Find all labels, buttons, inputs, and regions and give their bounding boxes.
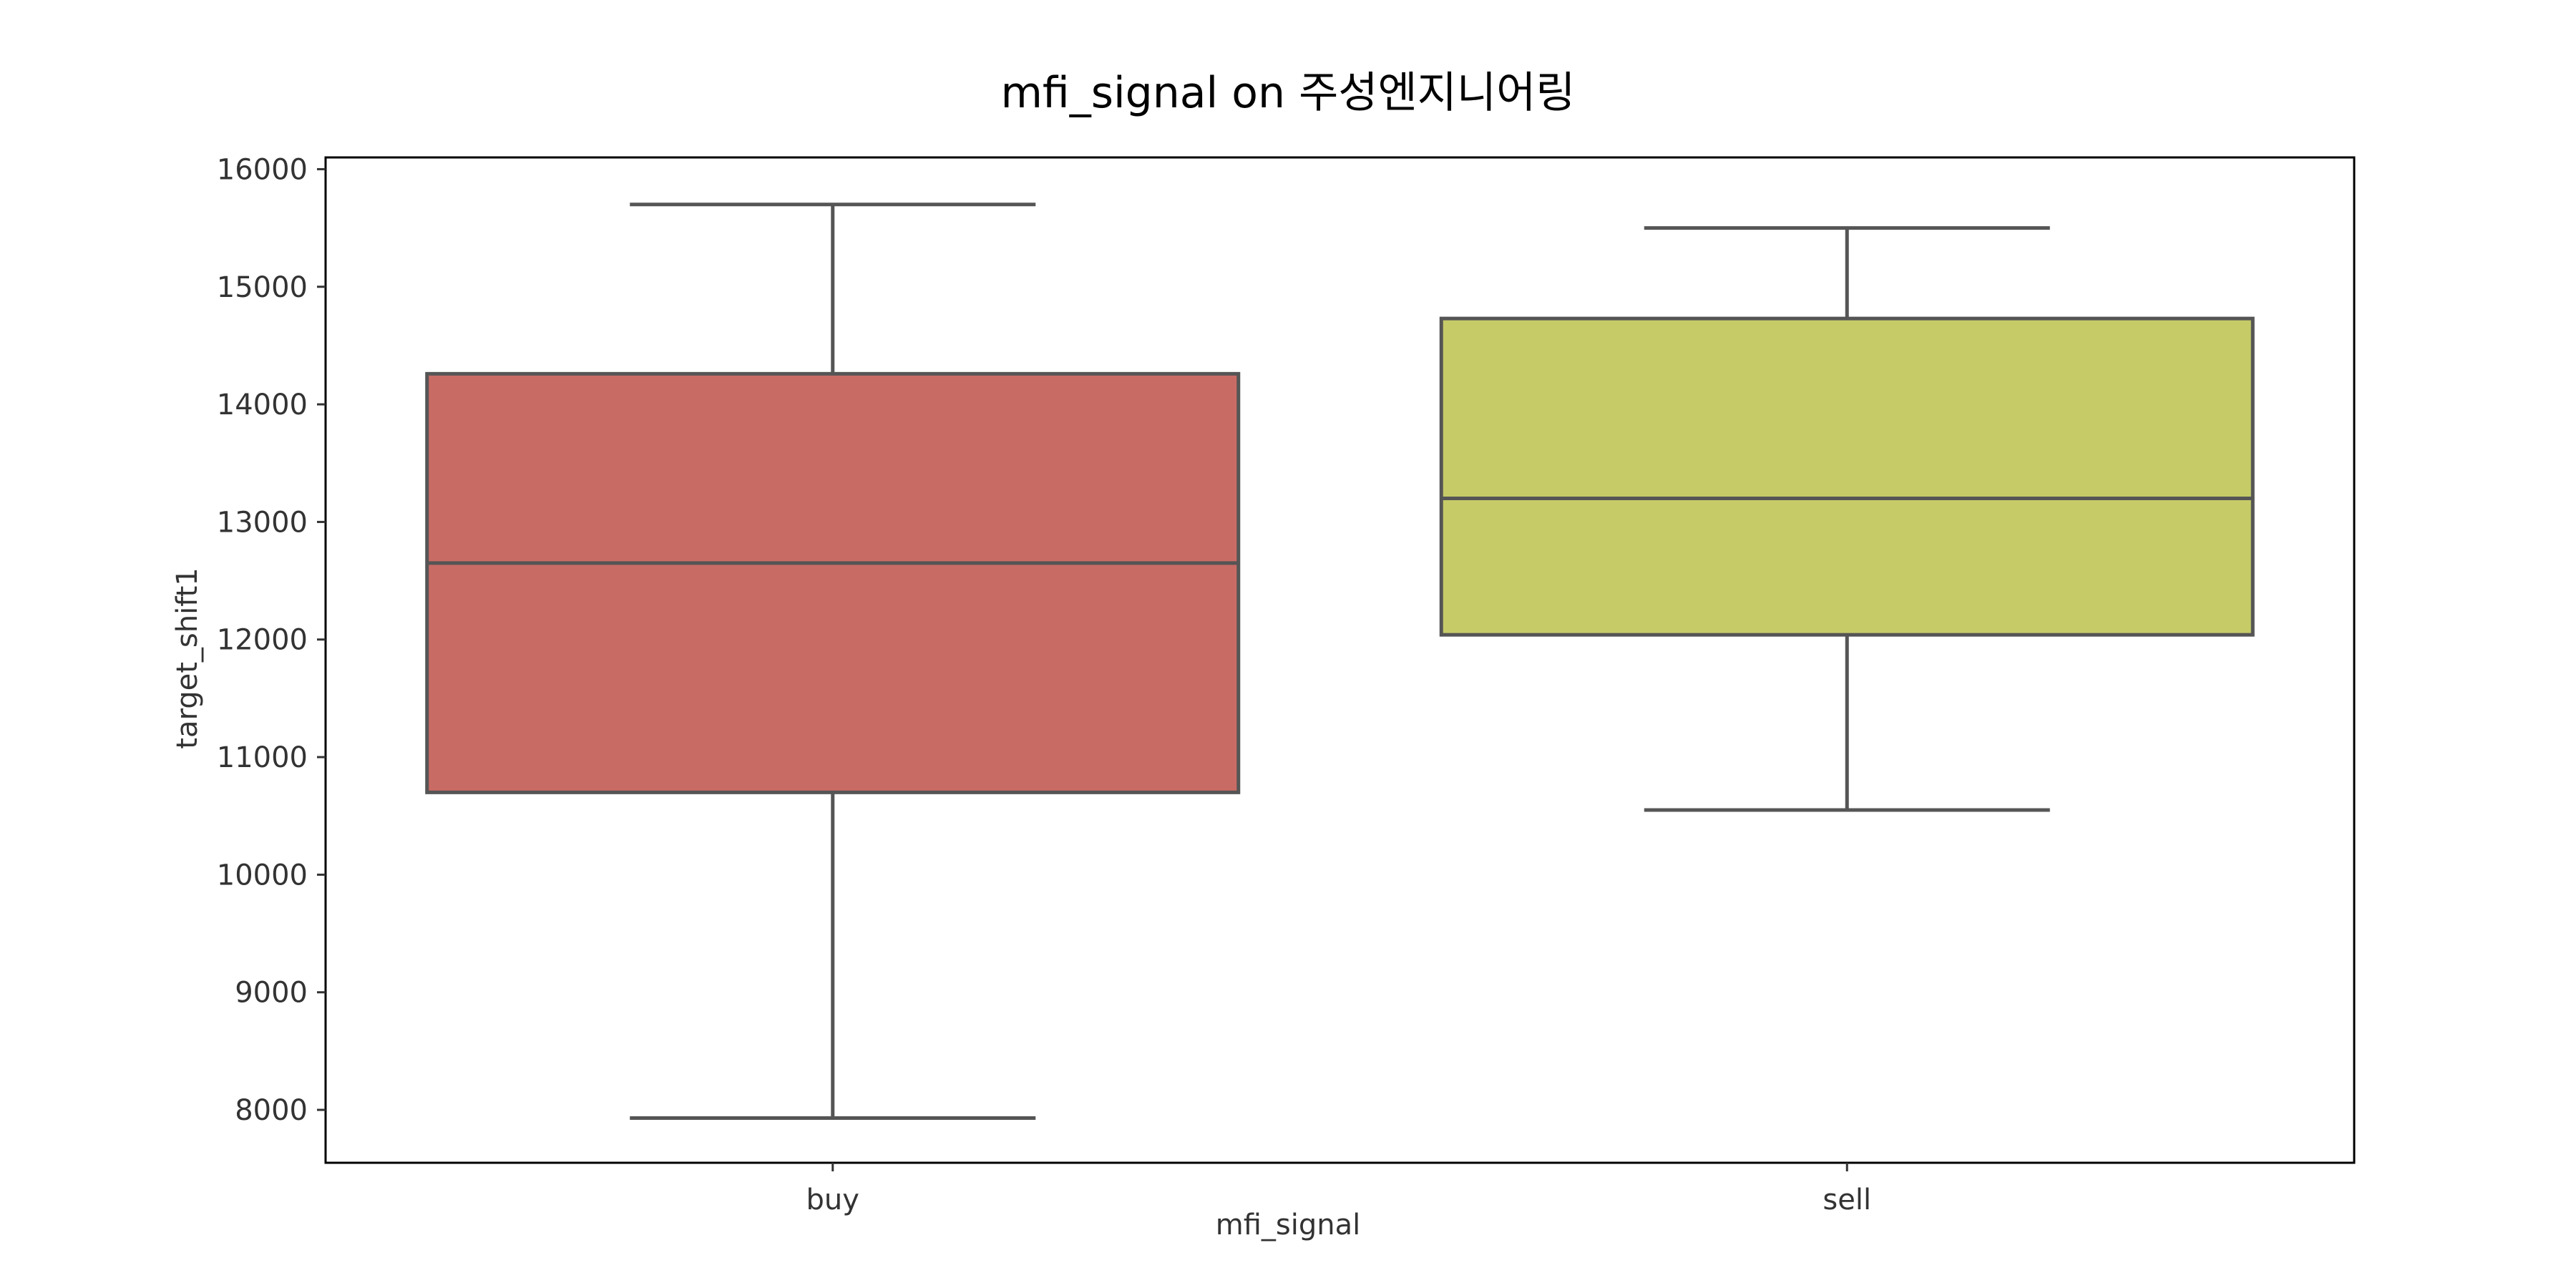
- y-tick-label: 14000: [217, 389, 308, 421]
- y-axis-label: target_shift1: [171, 567, 204, 748]
- x-axis-label: mfi_signal: [1216, 1209, 1360, 1241]
- x-tick-label: buy: [806, 1184, 859, 1216]
- y-tick-label: 16000: [217, 153, 308, 186]
- x-tick-label: sell: [1823, 1184, 1871, 1216]
- chart-title: mfi_signal on 주성엔지니어링: [1000, 68, 1575, 118]
- y-tick-label: 15000: [217, 271, 308, 304]
- plot-frame: [324, 156, 2356, 1164]
- y-tick-label: 13000: [217, 506, 308, 539]
- y-tick-label: 10000: [217, 859, 308, 892]
- plot-area: 8000 9000 10000 11000 12000 13000 14000 15000 16…: [217, 153, 2356, 1216]
- box-buy: [425, 371, 1241, 794]
- y-tick-label: 8000: [235, 1094, 308, 1127]
- box-sell: [1439, 316, 2255, 637]
- y-tick-label: 11000: [217, 741, 308, 774]
- y-tick-label: 9000: [235, 977, 308, 1010]
- y-tick-label: 12000: [217, 624, 308, 657]
